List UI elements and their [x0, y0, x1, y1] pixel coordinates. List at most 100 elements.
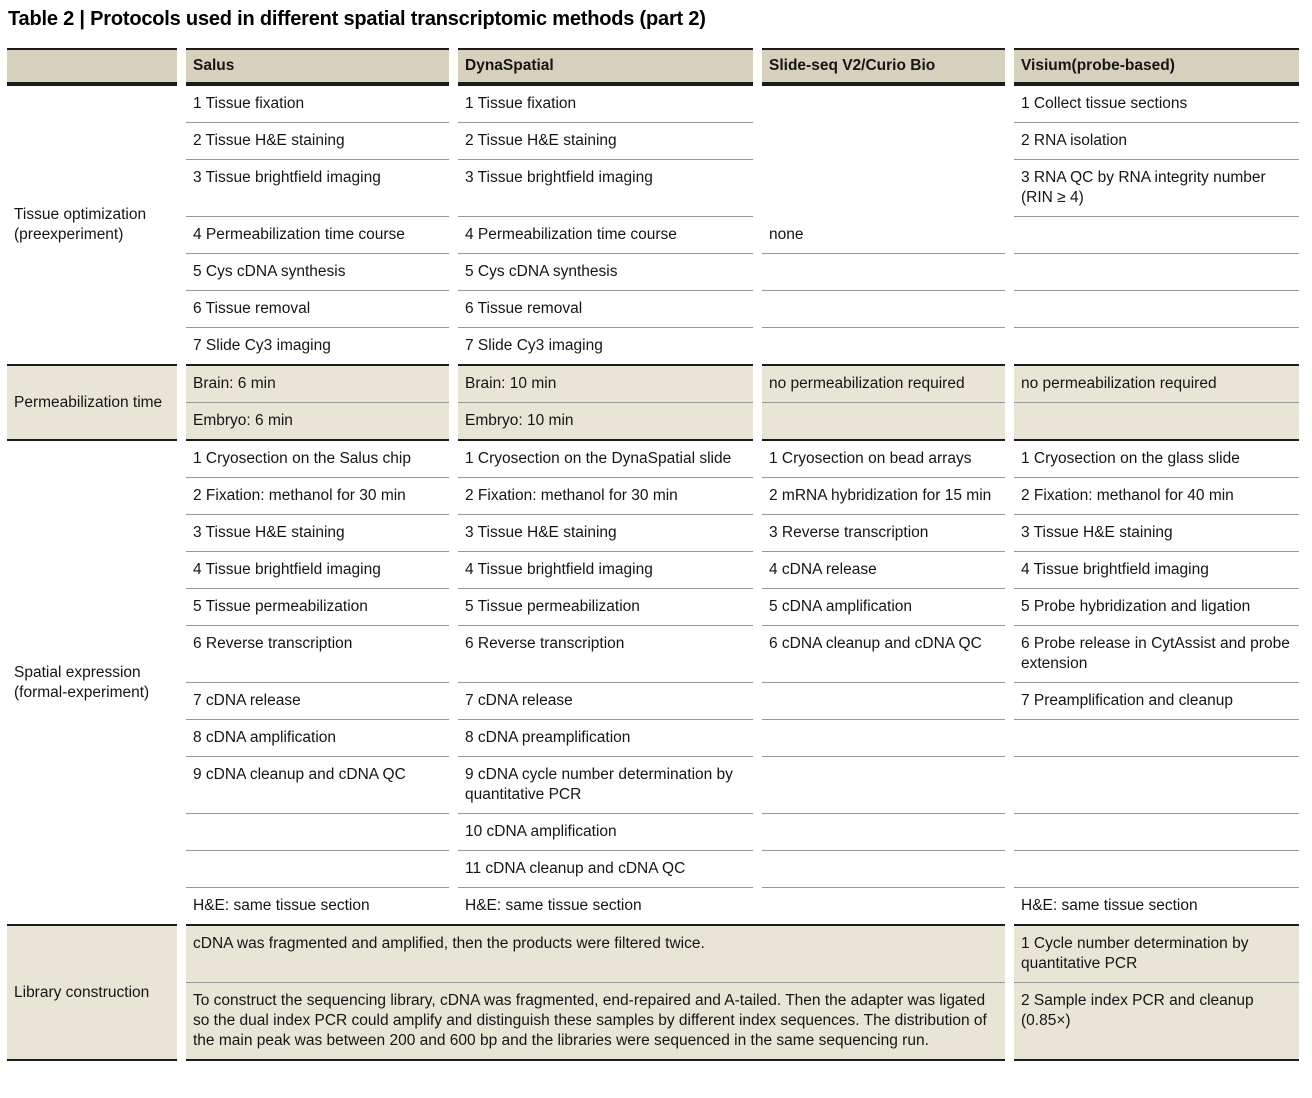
table-cell: no permeabilization required — [1014, 364, 1299, 403]
table-cell: 5 Tissue permeabilization — [458, 589, 753, 626]
table-row: 5 Cys cDNA synthesis 5 Cys cDNA synthesi… — [7, 254, 1299, 291]
table-cell: Brain: 10 min — [458, 364, 753, 403]
table-cell: 3 Tissue H&E staining — [458, 515, 753, 552]
table-cell: 7 Slide Cy3 imaging — [465, 337, 603, 354]
table-row: 10 cDNA amplification — [7, 814, 1299, 851]
table-row: 6 Reverse transcription 6 Reverse transc… — [7, 626, 1299, 683]
table-cell: no permeabilization required — [762, 364, 1005, 403]
table-row: 3 Tissue H&E staining 3 Tissue H&E stain… — [7, 515, 1299, 552]
table-cell: 2 Sample index PCR and cleanup (0.85×) — [1014, 983, 1299, 1061]
table-cell — [1014, 851, 1299, 888]
table-cell — [762, 84, 1005, 123]
table-cell: 1 Cryosection on the Salus chip — [186, 439, 449, 478]
table-cell — [762, 851, 1005, 888]
table-row: Spatial expression (formal-experiment) 1… — [7, 439, 1299, 701]
table-cell: 1 Tissue fixation — [186, 84, 449, 123]
table-cell: 7 cDNA release — [186, 683, 449, 720]
table-cell: Embryo: 10 min — [458, 403, 753, 439]
table-cell: 6 Tissue removal — [186, 291, 449, 328]
section-label-tissue-optimization: Tissue optimization (preexperiment) — [7, 84, 177, 364]
table-cell: 5 cDNA amplification — [762, 589, 1005, 626]
table-cell — [762, 123, 1005, 160]
table-cell-merged: cDNA was fragmented and amplified, then … — [186, 924, 1005, 983]
table-cell — [1014, 328, 1299, 364]
table-cell: 1 Cycle number determination by quantita… — [1014, 924, 1299, 983]
table-row: Library construction cDNA was fragmented… — [7, 924, 1299, 1061]
table-cell — [1014, 217, 1299, 254]
table-cell — [1014, 814, 1299, 851]
table-row: 4 Tissue brightfield imaging 4 Tissue br… — [7, 552, 1299, 589]
table-cell: 6 cDNA cleanup and cDNA QC — [762, 626, 1005, 683]
table-cell: 7 Preamplification and cleanup — [1014, 683, 1299, 720]
table-row: 9 cDNA cleanup and cDNA QC 9 cDNA cycle … — [7, 757, 1299, 814]
table-row: Embryo: 6 min Embryo: 10 min — [7, 403, 1299, 439]
column-header-slideseq: Slide-seq V2/Curio Bio — [762, 48, 1005, 84]
table-cell: 6 Reverse transcription — [186, 626, 449, 683]
table-cell — [762, 160, 1005, 217]
table-cell — [1014, 720, 1299, 757]
table-cell: 3 Reverse transcription — [762, 515, 1005, 552]
table-cell: 5 Cys cDNA synthesis — [458, 254, 753, 291]
table-cell: 1 Collect tissue sections — [1014, 84, 1299, 123]
table-cell: 4 Tissue brightfield imaging — [1014, 552, 1299, 589]
table-cell: 3 Tissue H&E staining — [186, 515, 449, 552]
table-row: 11 cDNA cleanup and cDNA QC — [7, 851, 1299, 888]
table-cell: H&E: same tissue section — [1021, 897, 1198, 914]
table-cell: Brain: 6 min — [186, 364, 449, 403]
table-cell: 10 cDNA amplification — [458, 814, 753, 851]
table-cell: 5 Probe hybridization and ligation — [1014, 589, 1299, 626]
table-cell: 7 Slide Cy3 imaging — [193, 337, 331, 354]
page: Table 2 | Protocols used in different sp… — [0, 8, 1312, 1061]
table-cell: 2 Tissue H&E staining — [458, 123, 753, 160]
table-cell — [1014, 291, 1299, 328]
table-row: 8 cDNA amplification 8 cDNA preamplifica… — [7, 720, 1299, 757]
table-cell-merged: To construct the sequencing library, cDN… — [186, 983, 1005, 1061]
table-cell: 8 cDNA preamplification — [458, 720, 753, 757]
table-cell — [186, 814, 449, 851]
table-cell: 1 Cryosection on bead arrays — [762, 439, 1005, 478]
section-label-permeabilization-time: Permeabilization time — [7, 364, 177, 439]
table-cell: 2 Fixation: methanol for 40 min — [1014, 478, 1299, 515]
column-header-visium: Visium(probe-based) — [1014, 48, 1299, 84]
section-label-library-construction: Library construction — [7, 924, 177, 1061]
table-cell: 3 Tissue H&E staining — [1014, 515, 1299, 552]
table-cell: 2 mRNA hybridization for 15 min — [762, 478, 1005, 515]
table-cell: 6 Reverse transcription — [458, 626, 753, 683]
table-cell: H&E: same tissue section — [193, 897, 370, 914]
section-library-construction: Library construction cDNA was fragmented… — [7, 924, 1299, 1061]
table-cell: 4 Tissue brightfield imaging — [186, 552, 449, 589]
table-cell: 4 Tissue brightfield imaging — [458, 552, 753, 589]
table-cell — [762, 683, 1005, 720]
column-header-salus: Salus — [186, 48, 449, 84]
header-row: Salus DynaSpatial Slide-seq V2/Curio Bio… — [7, 48, 1299, 84]
column-header-dynaspatial: DynaSpatial — [458, 48, 753, 84]
table-cell — [762, 814, 1005, 851]
table-row: Tissue optimization (preexperiment) 1 Ti… — [7, 84, 1299, 243]
table-cell: 1 Cryosection on the DynaSpatial slide — [458, 439, 753, 478]
table-cell — [762, 328, 1005, 364]
table-cell: 11 cDNA cleanup and cDNA QC — [458, 851, 753, 888]
section-permeabilization-time: Permeabilization time Brain: 6 min Brain… — [7, 364, 1299, 439]
section-tissue-optimization: Tissue optimization (preexperiment) 1 Ti… — [7, 84, 1299, 364]
table-row: 3 Tissue brightfield imaging 3 Tissue br… — [7, 160, 1299, 217]
table-cell: 9 cDNA cycle number determination by qua… — [458, 757, 753, 814]
table-cell: 4 Permeabilization time course — [458, 217, 753, 254]
table-row: 5 Tissue permeabilization 5 Tissue perme… — [7, 589, 1299, 626]
table-cell: 3 Tissue brightfield imaging — [186, 160, 449, 217]
table-cell: 2 Fixation: methanol for 30 min — [186, 478, 449, 515]
table-cell: none — [762, 217, 1005, 254]
section-spatial-expression: Spatial expression (formal-experiment) 1… — [7, 439, 1299, 924]
table-cell: 3 RNA QC by RNA integrity number (RIN ≥ … — [1014, 160, 1299, 217]
table-row: 4 Permeabilization time course 4 Permeab… — [7, 217, 1299, 254]
table-row: 7 Slide Cy3 imaging 7 Slide Cy3 imaging — [7, 328, 1299, 364]
table-row: 6 Tissue removal 6 Tissue removal — [7, 291, 1299, 328]
table-cell: 7 cDNA release — [458, 683, 753, 720]
table-title: Table 2 | Protocols used in different sp… — [8, 8, 706, 30]
table-cell — [762, 757, 1005, 814]
table-row: To construct the sequencing library, cDN… — [7, 983, 1299, 1061]
table-cell: 1 Cryosection on the glass slide — [1014, 439, 1299, 478]
table-cell — [1014, 254, 1299, 291]
table-cell — [762, 720, 1005, 757]
protocols-table: Salus DynaSpatial Slide-seq V2/Curio Bio… — [0, 48, 1308, 1061]
table-cell: 2 Tissue H&E staining — [186, 123, 449, 160]
